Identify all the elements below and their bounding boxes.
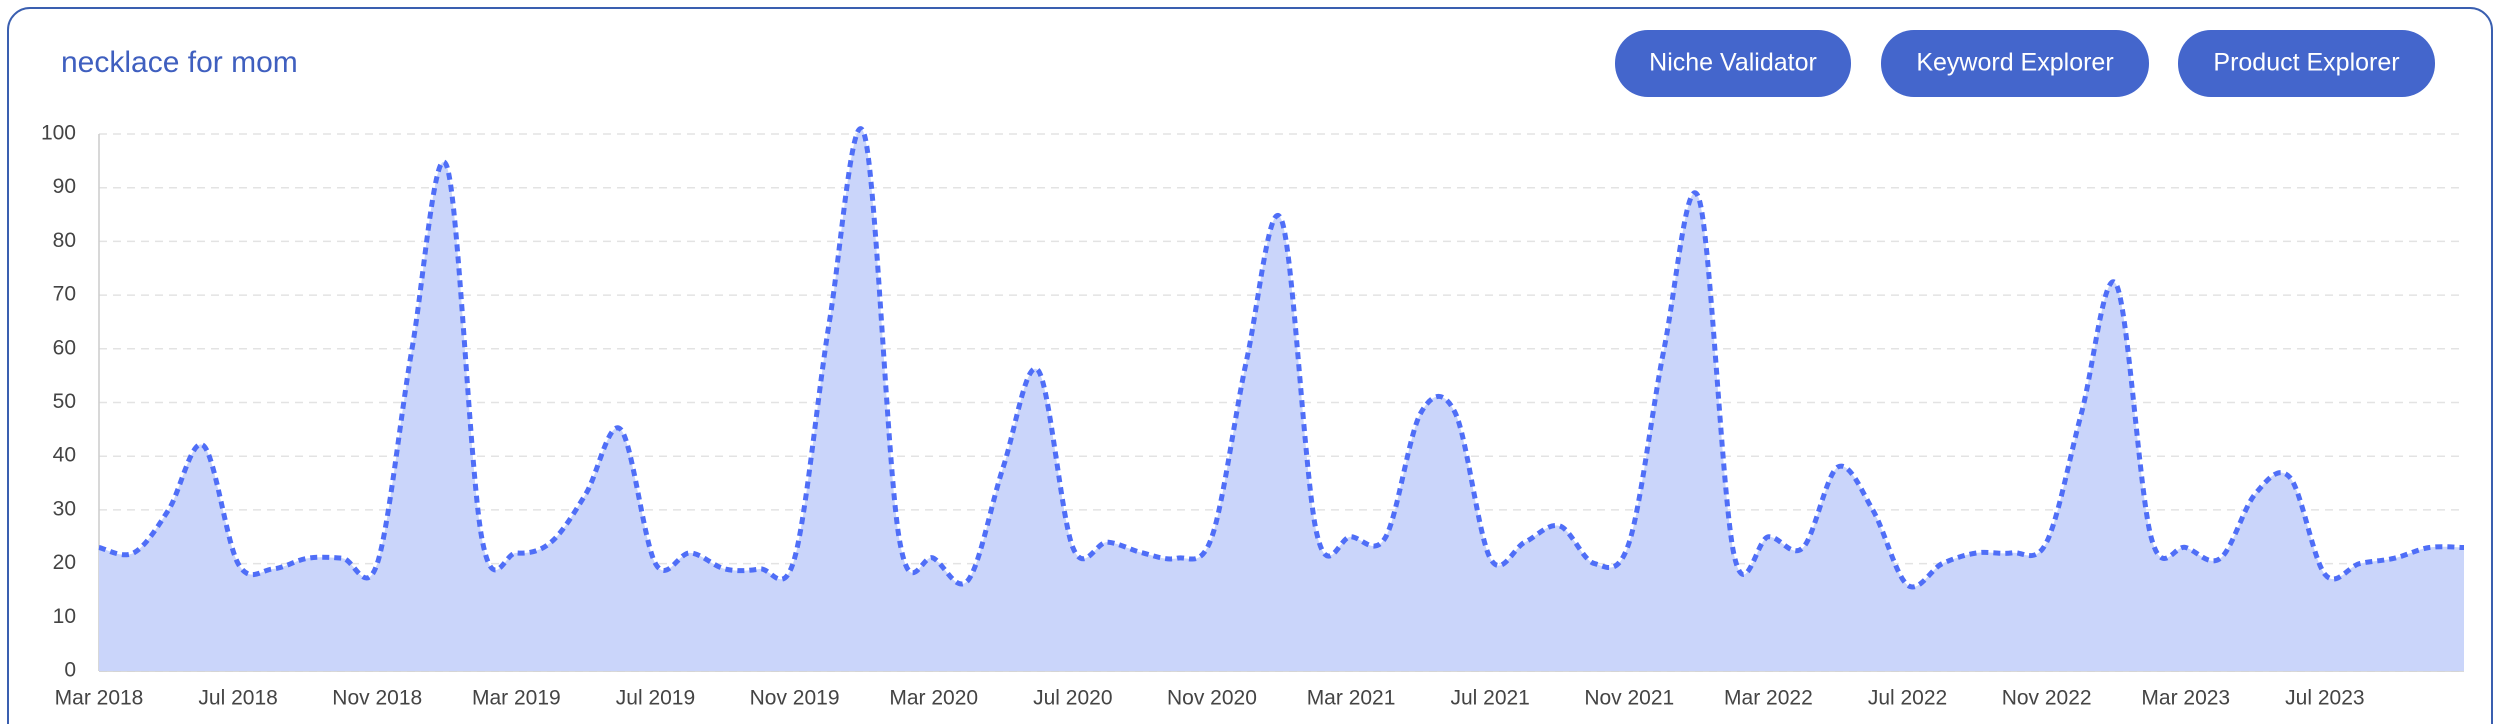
x-tick-label: Jul 2021 <box>1450 687 1529 710</box>
x-tick-label: Mar 2022 <box>1724 687 1813 710</box>
button[interactable] <box>1615 30 1851 97</box>
y-tick-label: 30 <box>53 497 76 520</box>
button[interactable] <box>2178 30 2435 97</box>
y-tick-label: 100 <box>41 122 76 145</box>
x-tick-label: Nov 2020 <box>1167 687 1257 710</box>
x-tick-label: Mar 2021 <box>1307 687 1396 710</box>
x-tick-label: Nov 2022 <box>2002 687 2092 710</box>
x-tick-label: Mar 2023 <box>2141 687 2230 710</box>
y-tick-label: 90 <box>53 175 76 198</box>
y-tick-label: 10 <box>53 605 76 628</box>
x-tick-label: Nov 2021 <box>1584 687 1674 710</box>
area-fill <box>99 128 2464 672</box>
x-tick-label: Mar 2020 <box>889 687 978 710</box>
x-tick-label: Mar 2019 <box>472 687 561 710</box>
y-tick-label: 20 <box>53 551 76 574</box>
y-tick-label: 60 <box>53 336 76 359</box>
chart-title: necklace for mom <box>61 46 298 79</box>
x-tick-label: Mar 2018 <box>55 687 144 710</box>
button-label[interactable]: Niche Validator <box>1649 49 1817 77</box>
y-tick-label: 0 <box>64 659 76 682</box>
y-tick-label: 50 <box>53 390 76 413</box>
x-tick-label: Nov 2019 <box>750 687 840 710</box>
y-tick-label: 80 <box>53 229 76 252</box>
x-tick-label: Jul 2022 <box>1868 687 1947 710</box>
y-tick-label: 40 <box>53 444 76 467</box>
x-tick-label: Jul 2023 <box>2285 687 2364 710</box>
button-label[interactable]: Keyword Explorer <box>1916 49 2113 77</box>
x-tick-label: Jul 2018 <box>198 687 277 710</box>
x-tick-label: Jul 2019 <box>616 687 695 710</box>
x-tick-label: Jul 2020 <box>1033 687 1112 710</box>
line <box>98 126 2465 590</box>
button-label[interactable]: Product Explorer <box>2213 49 2399 77</box>
button[interactable] <box>1881 30 2149 97</box>
x-tick-label: Nov 2018 <box>332 687 422 710</box>
y-tick-label: 70 <box>53 283 76 306</box>
